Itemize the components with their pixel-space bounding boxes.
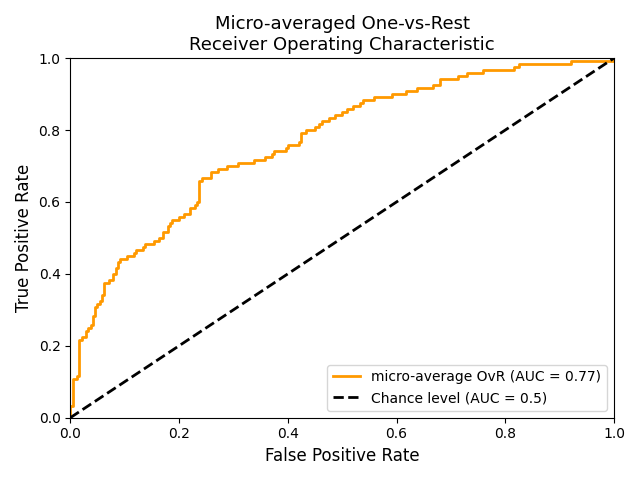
Line: micro-average OvR (AUC = 0.77): micro-average OvR (AUC = 0.77) — [70, 58, 614, 418]
micro-average OvR (AUC = 0.77) — [67, 415, 74, 420]
micro-average OvR (AUC = 0.77) — [223, 163, 230, 169]
micro-average OvR (AUC = 0.77) — [311, 127, 319, 133]
Y-axis label: True Positive Rate: True Positive Rate — [15, 164, 33, 312]
micro-average OvR (AUC = 0.77) — [123, 256, 131, 262]
micro-average OvR (AUC = 0.77) — [343, 109, 351, 115]
Title: Micro-averaged One-vs-Rest
Receiver Operating Characteristic: Micro-averaged One-vs-Rest Receiver Oper… — [189, 15, 495, 54]
micro-average OvR (AUC = 0.77) — [610, 55, 618, 61]
micro-average OvR (AUC = 0.77) — [349, 106, 357, 112]
X-axis label: False Positive Rate: False Positive Rate — [265, 447, 419, 465]
Legend: micro-average OvR (AUC = 0.77), Chance level (AUC = 0.5): micro-average OvR (AUC = 0.77), Chance l… — [327, 365, 607, 411]
micro-average OvR (AUC = 0.77) — [141, 244, 149, 250]
